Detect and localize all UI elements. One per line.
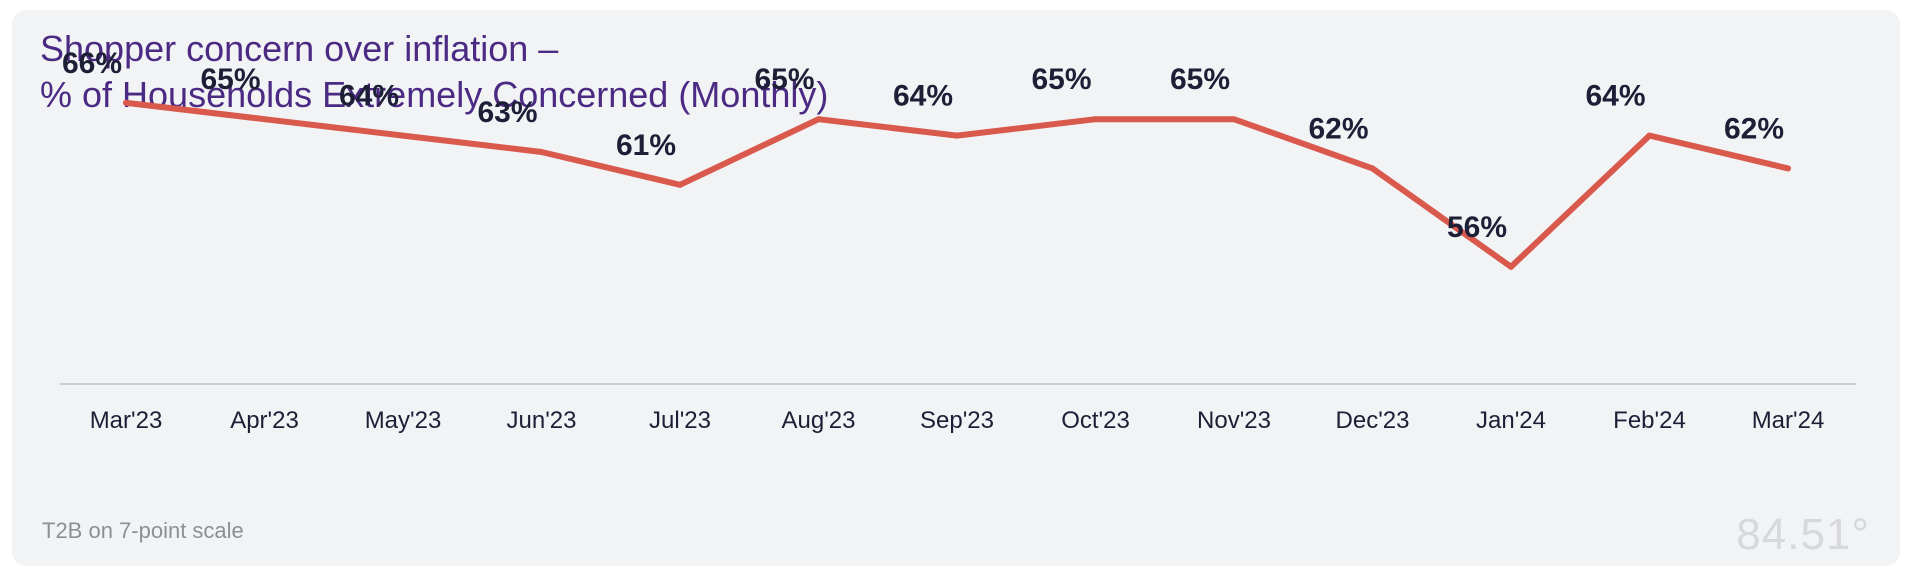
data-label: 62%	[1724, 112, 1784, 145]
data-point	[677, 181, 683, 188]
chart-title-line-1: Shopper concern over inflation –	[40, 28, 559, 69]
x-tick-label: Aug'23	[782, 407, 856, 434]
brand-logo: 84.51°	[1736, 510, 1870, 559]
x-tick-label: Oct'23	[1061, 407, 1130, 434]
data-point	[1369, 165, 1376, 172]
data-label: 63%	[477, 96, 537, 129]
x-tick-label: May'23	[365, 407, 442, 434]
data-label: 66%	[62, 47, 122, 80]
data-label: 56%	[1447, 211, 1507, 244]
data-point	[123, 99, 129, 106]
x-tick-label: Feb'24	[1613, 407, 1686, 434]
data-point	[954, 132, 960, 139]
data-label: 65%	[1170, 63, 1230, 96]
data-point	[400, 132, 406, 139]
data-point	[1231, 116, 1237, 123]
data-label: 65%	[1031, 63, 1091, 96]
footnote: T2B on 7-point scale	[42, 518, 244, 543]
data-point	[261, 116, 268, 123]
data-label: 64%	[893, 80, 953, 113]
x-tick-label: Apr'23	[230, 407, 299, 434]
data-label: 65%	[754, 63, 814, 96]
x-tick-label: Jun'23	[507, 407, 577, 434]
data-point	[1092, 116, 1099, 123]
data-point	[1508, 263, 1514, 270]
x-tick-label: Mar'23	[90, 407, 163, 434]
x-tick-label: Jul'23	[649, 407, 711, 434]
x-tick-label: Jan'24	[1476, 407, 1546, 434]
x-tick-label: Dec'23	[1336, 407, 1410, 434]
data-label: 65%	[200, 63, 260, 96]
x-tick-label: Sep'23	[920, 407, 994, 434]
data-point	[1785, 165, 1791, 172]
data-point	[815, 116, 822, 123]
x-tick-label: Nov'23	[1197, 407, 1271, 434]
data-label: 61%	[616, 129, 676, 162]
data-label: 64%	[339, 80, 399, 113]
x-tick-label: Mar'24	[1752, 407, 1825, 434]
data-point	[1646, 132, 1653, 139]
data-label: 62%	[1308, 112, 1368, 145]
data-label: 64%	[1585, 80, 1645, 113]
series-line	[123, 99, 1791, 270]
line-chart: 66% Mar'23 65% Apr'23 64% May'23 63% Jun'23 61% J…	[60, 47, 1856, 434]
data-point	[538, 149, 545, 155]
chart-card: Shopper concern over inflation – % of Ho…	[12, 10, 1900, 566]
